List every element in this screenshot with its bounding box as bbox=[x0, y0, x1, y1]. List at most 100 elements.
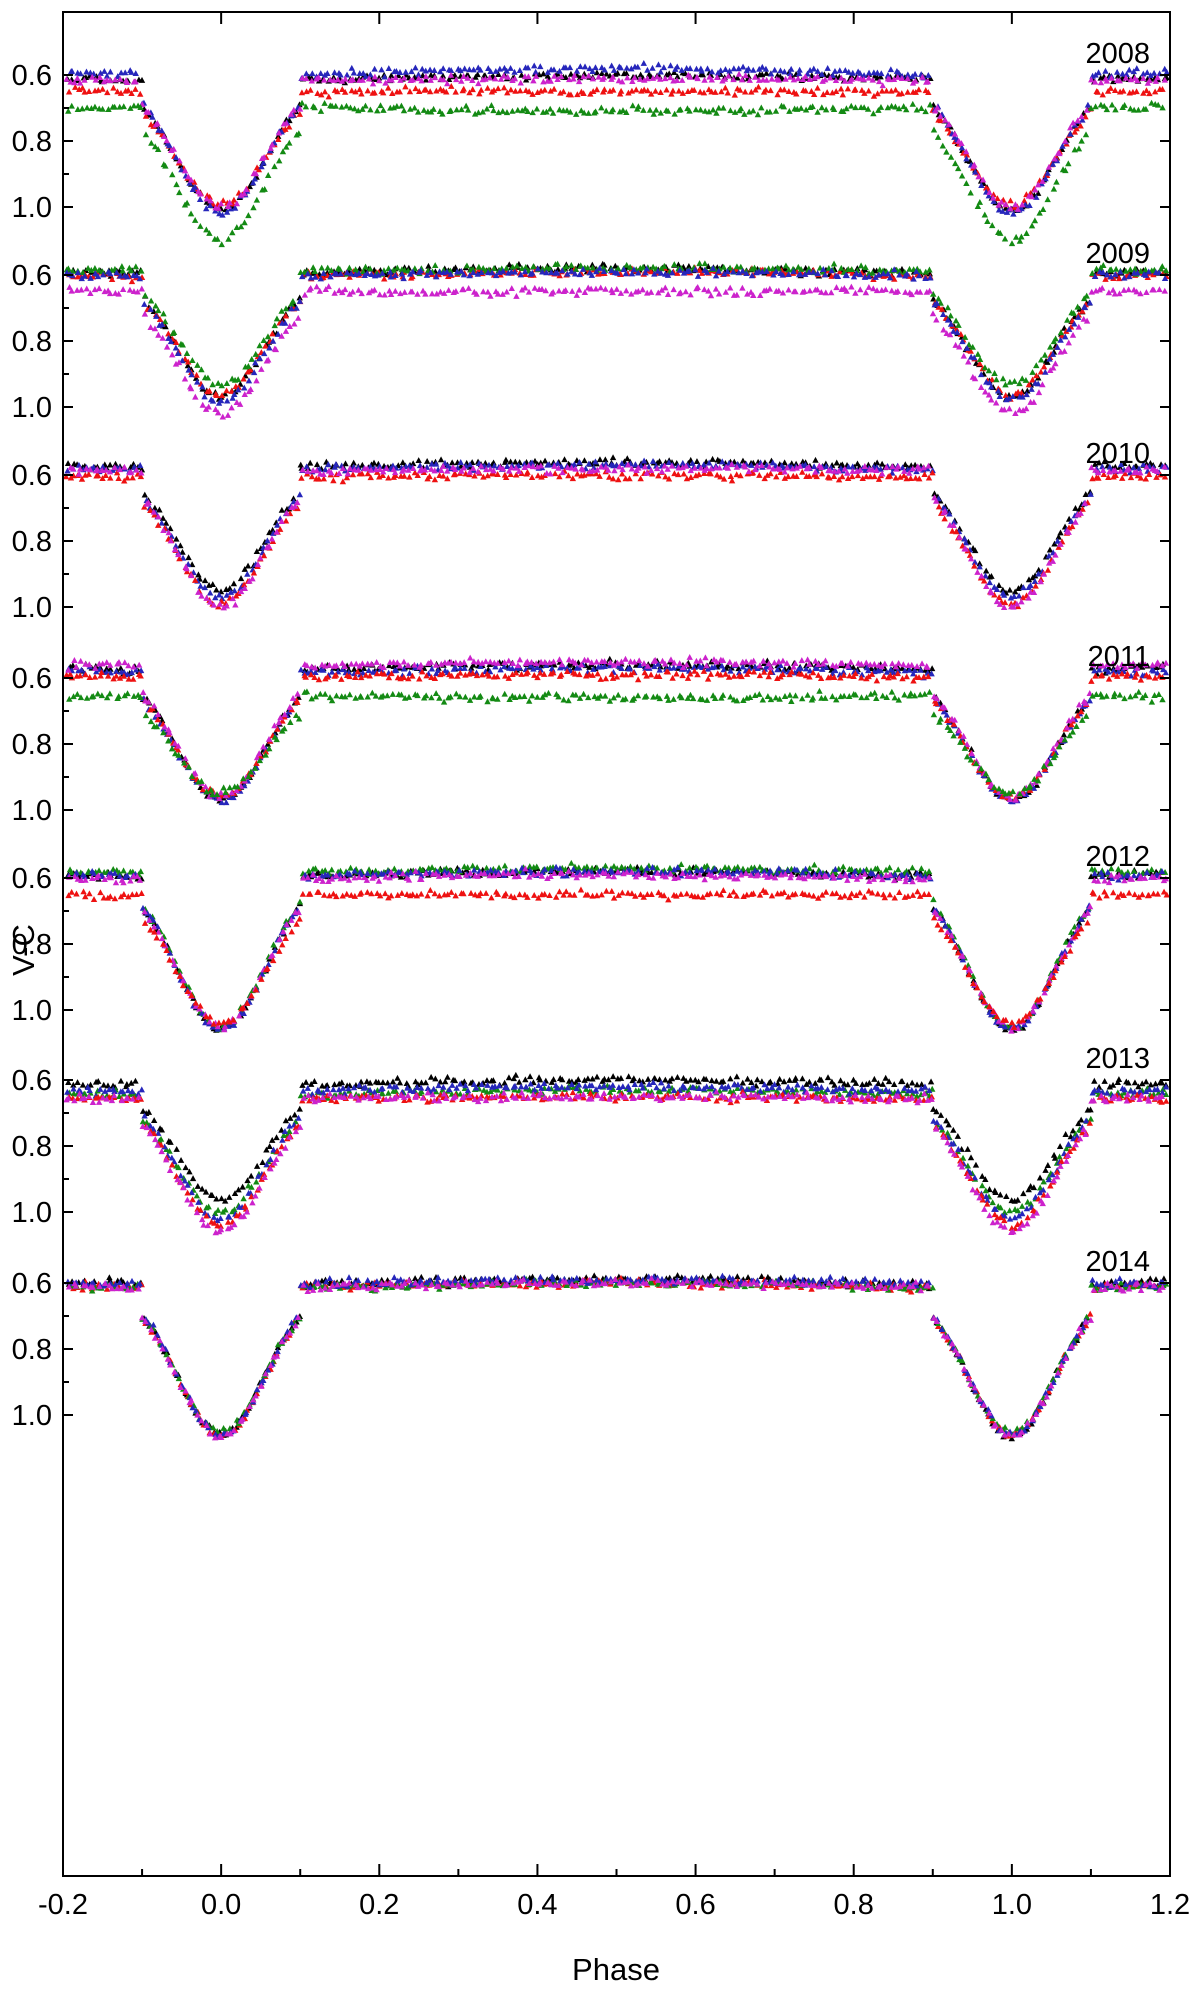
data-point bbox=[570, 75, 577, 82]
data-point bbox=[617, 64, 624, 71]
data-point bbox=[674, 73, 681, 80]
data-point bbox=[571, 72, 578, 79]
data-point bbox=[875, 106, 882, 113]
data-point bbox=[624, 74, 631, 81]
data-point bbox=[678, 77, 686, 83]
data-point bbox=[1014, 205, 1022, 212]
data-point bbox=[130, 102, 138, 109]
data-point bbox=[1140, 75, 1147, 81]
data-point bbox=[206, 387, 213, 394]
data-point bbox=[989, 222, 996, 229]
data-point bbox=[321, 88, 329, 95]
data-point bbox=[537, 63, 544, 70]
data-point bbox=[274, 136, 282, 142]
data-point bbox=[887, 66, 895, 73]
data-point bbox=[1031, 186, 1039, 193]
data-point bbox=[909, 100, 916, 107]
data-point bbox=[349, 76, 357, 83]
data-point bbox=[986, 189, 993, 195]
data-point bbox=[549, 109, 557, 116]
data-point bbox=[477, 66, 484, 73]
data-point bbox=[425, 262, 432, 269]
data-point bbox=[734, 74, 741, 81]
data-point bbox=[132, 263, 140, 270]
data-point bbox=[296, 294, 303, 301]
data-point bbox=[249, 179, 257, 186]
data-point bbox=[504, 89, 511, 96]
data-point bbox=[860, 104, 868, 111]
data-point bbox=[981, 211, 988, 218]
data-point bbox=[463, 262, 471, 269]
data-point bbox=[1095, 69, 1102, 76]
data-point bbox=[925, 72, 932, 78]
data-point bbox=[701, 76, 708, 83]
data-point bbox=[74, 74, 81, 81]
data-point bbox=[196, 196, 204, 203]
data-point bbox=[694, 75, 701, 82]
data-point bbox=[415, 71, 422, 78]
data-point bbox=[226, 199, 233, 206]
data-point bbox=[296, 105, 304, 112]
data-point bbox=[837, 85, 845, 92]
data-point bbox=[1067, 124, 1074, 131]
data-point bbox=[984, 218, 991, 225]
data-point bbox=[697, 88, 704, 95]
data-point bbox=[860, 75, 867, 82]
data-point bbox=[1051, 155, 1058, 162]
data-point bbox=[1143, 87, 1150, 94]
data-point bbox=[458, 106, 465, 113]
data-point bbox=[883, 87, 890, 94]
data-point bbox=[932, 107, 939, 114]
data-point bbox=[821, 76, 829, 83]
data-point bbox=[1039, 178, 1046, 184]
data-point bbox=[158, 127, 165, 134]
data-point bbox=[1097, 79, 1105, 86]
data-point bbox=[686, 65, 694, 72]
data-point bbox=[795, 70, 803, 77]
data-point bbox=[601, 86, 608, 93]
data-point bbox=[242, 186, 250, 192]
data-point bbox=[865, 87, 872, 94]
data-point bbox=[1045, 163, 1053, 170]
data-point bbox=[440, 65, 447, 72]
data-point bbox=[995, 206, 1003, 213]
data-point bbox=[546, 105, 554, 112]
data-point bbox=[416, 88, 423, 94]
data-point bbox=[409, 76, 417, 83]
data-point bbox=[869, 76, 876, 83]
data-point bbox=[156, 316, 164, 323]
data-point bbox=[1101, 102, 1108, 109]
data-point bbox=[252, 350, 259, 357]
data-point bbox=[295, 130, 303, 137]
data-point bbox=[1059, 142, 1066, 149]
data-point bbox=[785, 88, 793, 94]
data-point bbox=[962, 148, 970, 155]
data-point bbox=[647, 90, 655, 97]
data-point bbox=[252, 170, 260, 177]
data-point bbox=[737, 105, 745, 112]
data-point bbox=[488, 102, 495, 109]
data-point bbox=[725, 72, 732, 79]
data-point bbox=[170, 329, 178, 335]
data-point bbox=[669, 87, 677, 94]
data-point bbox=[529, 109, 536, 116]
data-point bbox=[763, 76, 770, 83]
points-layer bbox=[62, 59, 1170, 1442]
data-point bbox=[225, 235, 232, 242]
data-point bbox=[1122, 74, 1130, 81]
data-point bbox=[585, 72, 592, 79]
data-point bbox=[988, 376, 996, 383]
data-point bbox=[787, 73, 794, 80]
data-point bbox=[206, 230, 213, 236]
data-point bbox=[796, 66, 803, 73]
data-point bbox=[529, 91, 536, 97]
data-point bbox=[500, 84, 508, 91]
data-point bbox=[209, 381, 216, 388]
data-point bbox=[518, 71, 525, 78]
data-point bbox=[657, 68, 664, 75]
data-point bbox=[1071, 128, 1079, 135]
data-point bbox=[541, 86, 548, 93]
data-point bbox=[142, 112, 150, 119]
data-point bbox=[256, 342, 263, 349]
data-point bbox=[617, 87, 625, 94]
